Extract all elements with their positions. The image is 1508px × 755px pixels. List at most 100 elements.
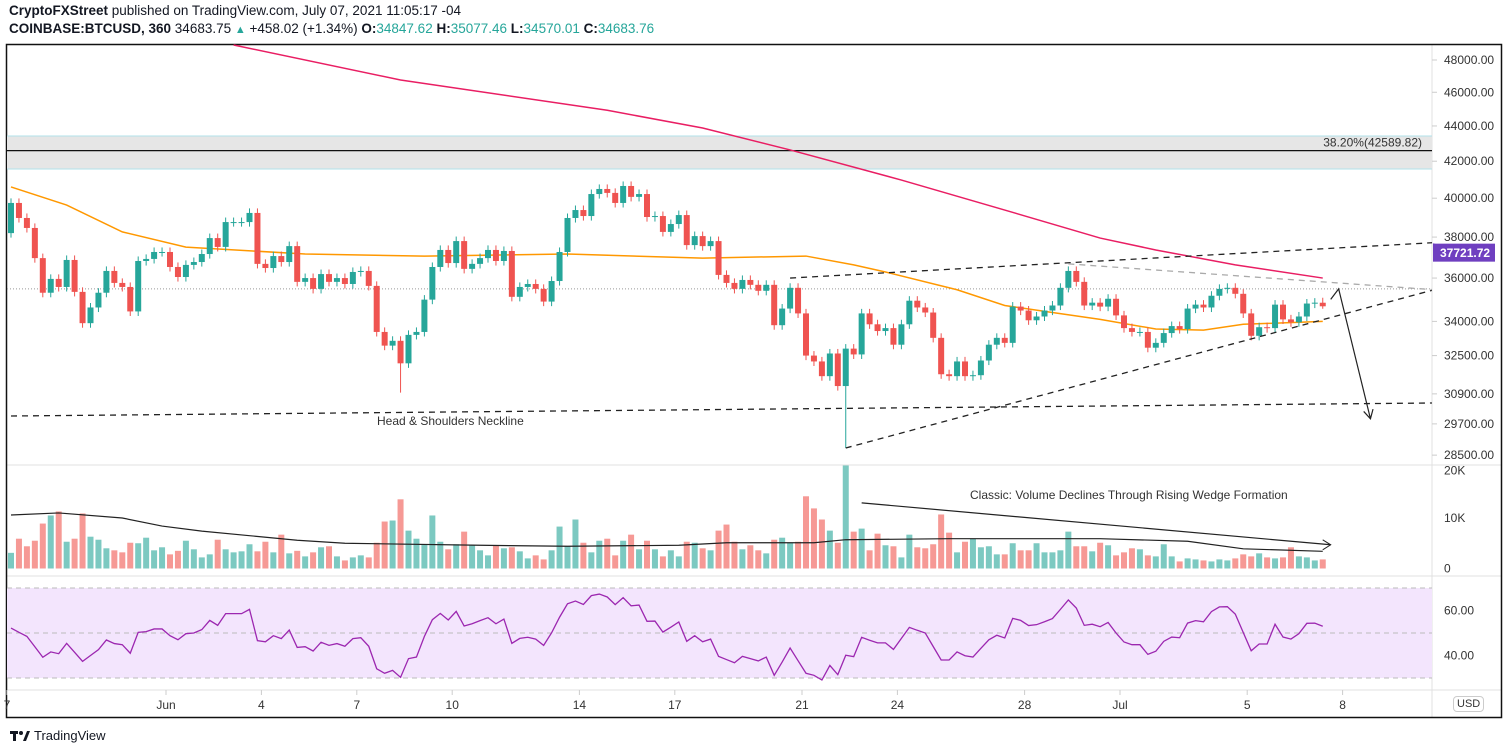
candle[interactable]	[524, 279, 531, 292]
candle[interactable]	[588, 189, 595, 221]
candle[interactable]	[87, 302, 94, 328]
candle[interactable]	[254, 208, 261, 269]
candle[interactable]	[1224, 283, 1231, 294]
candle[interactable]	[675, 210, 682, 229]
candle[interactable]	[699, 231, 706, 251]
candle[interactable]	[969, 370, 976, 381]
candle[interactable]	[71, 255, 78, 297]
candle[interactable]	[103, 266, 110, 298]
fib-band[interactable]	[7, 136, 1432, 170]
candle[interactable]	[810, 351, 817, 367]
candle[interactable]	[143, 254, 150, 266]
candle[interactable]	[365, 266, 372, 291]
candle[interactable]	[882, 323, 889, 336]
candle[interactable]	[1264, 322, 1271, 333]
candle[interactable]	[31, 223, 38, 263]
candle[interactable]	[1009, 302, 1016, 348]
candle[interactable]	[357, 266, 364, 277]
price-pane[interactable]: 38.20%(42589.82) Head & Shoulders Necklin…	[7, 44, 1434, 449]
candle[interactable]	[651, 211, 658, 222]
candle[interactable]	[421, 295, 428, 337]
candle[interactable]	[946, 369, 953, 381]
candle[interactable]	[310, 273, 317, 294]
candle[interactable]	[874, 319, 881, 336]
candle[interactable]	[190, 257, 197, 270]
candle[interactable]	[771, 280, 778, 330]
candle[interactable]	[755, 280, 762, 296]
candle[interactable]	[15, 198, 22, 223]
candle[interactable]	[842, 344, 849, 448]
candle[interactable]	[564, 213, 571, 257]
candle[interactable]	[890, 323, 897, 350]
candle[interactable]	[572, 205, 579, 223]
candle[interactable]	[111, 266, 118, 288]
candle[interactable]	[1168, 321, 1175, 338]
candle[interactable]	[182, 260, 189, 282]
candle[interactable]	[63, 255, 70, 292]
candle[interactable]	[1311, 298, 1318, 309]
candle[interactable]	[445, 245, 452, 268]
candle[interactable]	[787, 283, 794, 314]
volume-pane[interactable]: Classic: Volume Declines Through Rising …	[8, 465, 1332, 569]
candle[interactable]	[596, 184, 603, 199]
candle[interactable]	[397, 336, 404, 393]
candle[interactable]	[906, 296, 913, 329]
candle[interactable]	[954, 356, 961, 381]
candle[interactable]	[214, 233, 221, 252]
candle[interactable]	[1001, 333, 1008, 348]
candle[interactable]	[79, 287, 86, 328]
candle[interactable]	[898, 319, 905, 350]
candle[interactable]	[1192, 300, 1199, 314]
candle[interactable]	[1089, 298, 1096, 311]
candle[interactable]	[246, 208, 253, 227]
candle[interactable]	[604, 184, 611, 198]
candle[interactable]	[8, 198, 14, 238]
candle[interactable]	[413, 327, 420, 340]
candle[interactable]	[1121, 310, 1127, 333]
candle[interactable]	[556, 247, 563, 286]
candle[interactable]	[683, 210, 690, 250]
candle[interactable]	[628, 181, 635, 202]
candle[interactable]	[500, 246, 507, 266]
candle[interactable]	[1232, 283, 1239, 299]
rsi-pane[interactable]	[7, 587, 1432, 679]
publisher-name[interactable]: CryptoFXStreet	[9, 3, 109, 18]
candle[interactable]	[1081, 277, 1088, 311]
candle[interactable]	[429, 262, 436, 305]
candle[interactable]	[612, 188, 619, 208]
currency-button[interactable]: USD	[1453, 696, 1485, 712]
candle[interactable]	[1113, 294, 1120, 320]
candle[interactable]	[405, 330, 412, 368]
candle[interactable]	[580, 205, 587, 221]
candle[interactable]	[826, 348, 833, 381]
projection-arrow-line[interactable]	[1330, 287, 1372, 419]
candle[interactable]	[286, 241, 293, 267]
candle[interactable]	[318, 269, 325, 294]
candle[interactable]	[55, 274, 62, 292]
candle[interactable]	[1041, 306, 1048, 322]
candle[interactable]	[532, 279, 539, 294]
candle[interactable]	[349, 267, 356, 289]
candle[interactable]	[938, 333, 945, 379]
candle[interactable]	[1208, 291, 1215, 313]
candle[interactable]	[803, 308, 809, 361]
candle[interactable]	[691, 231, 698, 250]
candle[interactable]	[1200, 300, 1207, 313]
candle[interactable]	[1057, 283, 1064, 311]
candle[interactable]	[508, 246, 515, 302]
candle[interactable]	[326, 269, 332, 287]
candle[interactable]	[747, 275, 754, 290]
volume-trend-line[interactable]	[861, 502, 1331, 546]
candle[interactable]	[341, 273, 348, 289]
candle[interactable]	[548, 276, 555, 307]
candle[interactable]	[914, 296, 921, 313]
candle[interactable]	[437, 245, 444, 272]
candle[interactable]	[389, 336, 396, 351]
candle[interactable]	[1136, 327, 1143, 337]
wedge-upper-line[interactable]	[790, 242, 1434, 279]
wedge-lower-line[interactable]	[845, 289, 1434, 449]
candle[interactable]	[492, 245, 499, 266]
neckline-line[interactable]	[10, 402, 1434, 417]
candle[interactable]	[993, 333, 1000, 350]
candle[interactable]	[1033, 311, 1040, 325]
